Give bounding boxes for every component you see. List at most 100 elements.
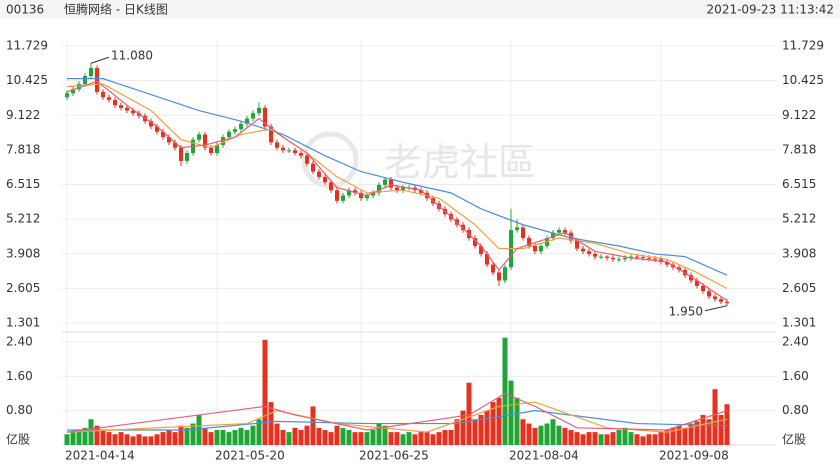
- candle-body: [113, 99, 117, 106]
- candle-body: [473, 238, 477, 246]
- volume-bar: [214, 429, 220, 445]
- candle-body: [359, 192, 363, 199]
- y-tick-label: 3.908: [6, 246, 40, 260]
- min-label: 1.950: [669, 304, 703, 318]
- volume-bar: [544, 423, 550, 445]
- y-tick-label: 6.515: [6, 177, 40, 191]
- volume-bar: [184, 427, 190, 445]
- volume-tick-label: 2.40: [6, 335, 33, 349]
- candle-body: [713, 296, 717, 300]
- volume-bar: [64, 434, 70, 445]
- y-tick-label-right: 6.515: [782, 177, 816, 191]
- volume-bar: [406, 432, 412, 445]
- volume-bar: [724, 404, 730, 445]
- volume-bar: [508, 380, 514, 445]
- candle-body: [83, 75, 87, 84]
- volume-bar: [556, 425, 562, 445]
- volume-bar: [166, 429, 172, 445]
- volume-bar: [460, 410, 466, 445]
- volume-bar: [256, 419, 262, 445]
- volume-tick-label: 1.60: [6, 369, 33, 383]
- volume-bar: [526, 423, 532, 445]
- candle-body: [401, 187, 405, 191]
- volume-bar: [562, 427, 568, 445]
- volume-bar: [532, 427, 538, 445]
- volume-bar: [286, 432, 292, 445]
- candle-body: [659, 259, 663, 262]
- x-tick-label: 2021-09-08: [659, 449, 729, 463]
- candle-body: [221, 137, 225, 146]
- volume-bar: [412, 434, 418, 445]
- volume-bar: [574, 432, 580, 445]
- candle-body: [203, 134, 207, 148]
- candle-body: [395, 187, 399, 191]
- candle-body: [647, 257, 651, 259]
- candle-body: [161, 131, 165, 138]
- candle-body: [299, 153, 303, 156]
- candle-body: [347, 190, 351, 196]
- volume-bar: [718, 414, 724, 445]
- volume-bar: [424, 432, 430, 445]
- candle-body: [155, 126, 159, 132]
- candle-body: [323, 176, 327, 183]
- volume-bar: [322, 429, 328, 445]
- candle-body: [269, 126, 273, 143]
- candle-body: [275, 142, 279, 148]
- volume-bar: [274, 423, 280, 445]
- candle-body: [311, 163, 315, 172]
- volume-bar: [94, 425, 100, 445]
- volume-bar: [688, 423, 694, 445]
- volume-bar: [610, 432, 616, 445]
- volume-bar: [346, 429, 352, 445]
- max-label: 11.080: [111, 49, 153, 63]
- candle-body: [305, 155, 309, 164]
- candle-body: [287, 150, 291, 152]
- volume-bar: [598, 434, 604, 445]
- volume-bar: [646, 434, 652, 445]
- volume-bar: [220, 429, 226, 445]
- volume-bar: [700, 414, 706, 445]
- volume-bar: [580, 434, 586, 445]
- volume-bar: [382, 425, 388, 445]
- volume-bar: [118, 432, 124, 445]
- volume-bar: [268, 402, 274, 445]
- candle-body: [599, 256, 603, 258]
- candle-body: [515, 227, 519, 231]
- candle-body: [317, 171, 321, 177]
- candle-body: [605, 256, 609, 258]
- volume-bar: [112, 434, 118, 445]
- moving-average: [66, 392, 728, 433]
- moving-average: [66, 83, 728, 290]
- moving-average: [66, 80, 728, 301]
- volume-bar: [472, 419, 478, 445]
- candle-body: [71, 89, 75, 94]
- volume-bar: [238, 427, 244, 445]
- candle-body: [383, 179, 387, 185]
- volume-bar: [298, 429, 304, 445]
- x-tick-label: 2021-05-20: [215, 449, 285, 463]
- volume-bar: [664, 429, 670, 445]
- candle-body: [539, 245, 543, 252]
- volume-bar: [232, 429, 238, 445]
- volume-bar: [142, 436, 148, 445]
- volume-bar: [634, 434, 640, 445]
- candle-body: [617, 259, 621, 261]
- candle-body: [587, 251, 591, 254]
- volume-bar: [496, 397, 502, 445]
- y-tick-label-right: 10.425: [782, 73, 824, 87]
- volume-bar: [466, 382, 472, 445]
- candle-body: [551, 232, 555, 239]
- stock-code: 00136: [6, 3, 44, 17]
- volume-bar: [454, 419, 460, 445]
- candle-body: [635, 256, 639, 258]
- candle-body: [563, 230, 567, 233]
- candle-body: [107, 97, 111, 100]
- volume-bar: [172, 432, 178, 445]
- y-tick-label: 7.818: [6, 142, 40, 156]
- candle-body: [557, 230, 561, 233]
- y-tick-label-right: 11.729: [782, 39, 824, 53]
- volume-bar: [244, 429, 250, 445]
- candle-body: [167, 137, 171, 143]
- max-pointer: [90, 56, 110, 64]
